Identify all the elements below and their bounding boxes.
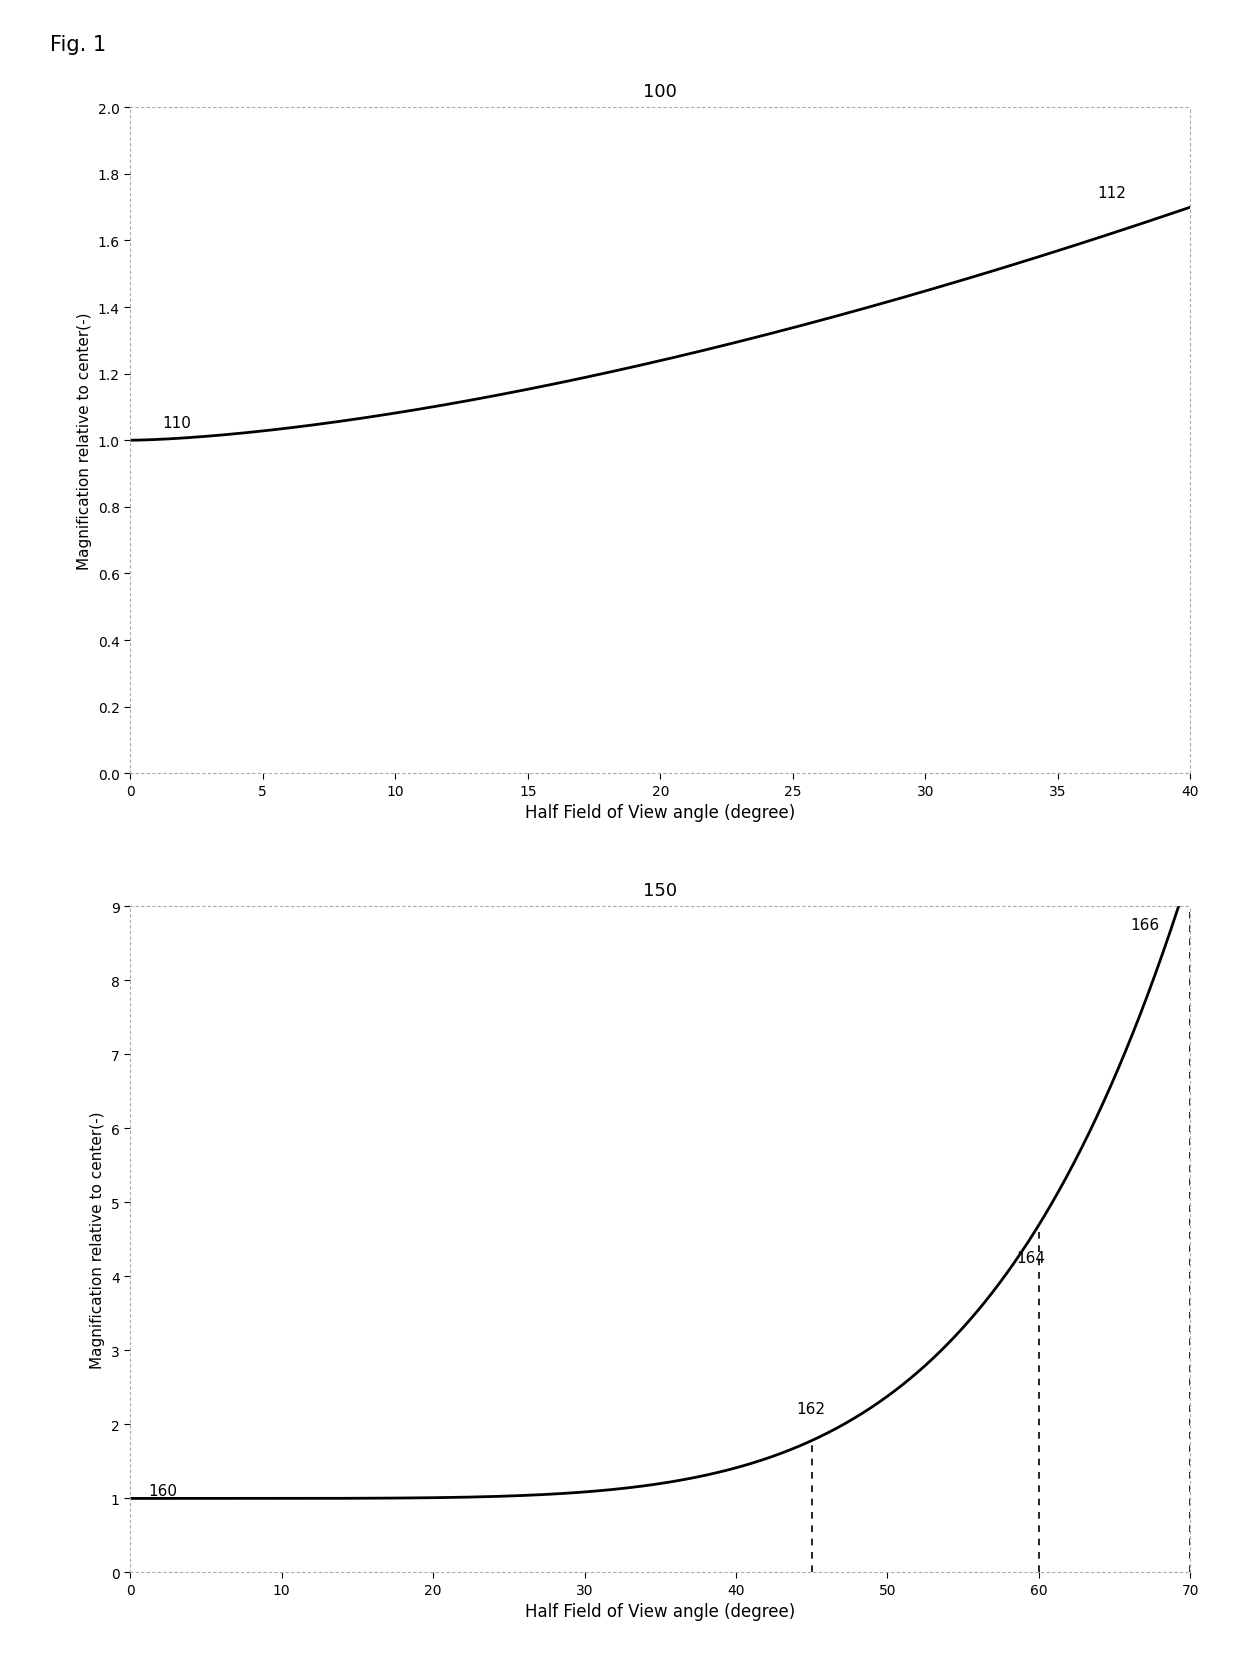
X-axis label: Half Field of View angle (degree): Half Field of View angle (degree) [526, 1602, 795, 1621]
Text: 160: 160 [149, 1483, 177, 1498]
Title: 100: 100 [644, 83, 677, 102]
Y-axis label: Magnification relative to center(-): Magnification relative to center(-) [91, 1112, 105, 1368]
Text: 110: 110 [162, 416, 191, 431]
Text: 112: 112 [1097, 186, 1126, 201]
Text: 164: 164 [1017, 1250, 1045, 1265]
Text: Fig. 1: Fig. 1 [50, 35, 105, 55]
Text: 162: 162 [796, 1401, 826, 1416]
X-axis label: Half Field of View angle (degree): Half Field of View angle (degree) [526, 804, 795, 822]
Title: 150: 150 [644, 882, 677, 900]
Y-axis label: Magnification relative to center(-): Magnification relative to center(-) [77, 313, 92, 569]
Text: 166: 166 [1130, 917, 1159, 932]
